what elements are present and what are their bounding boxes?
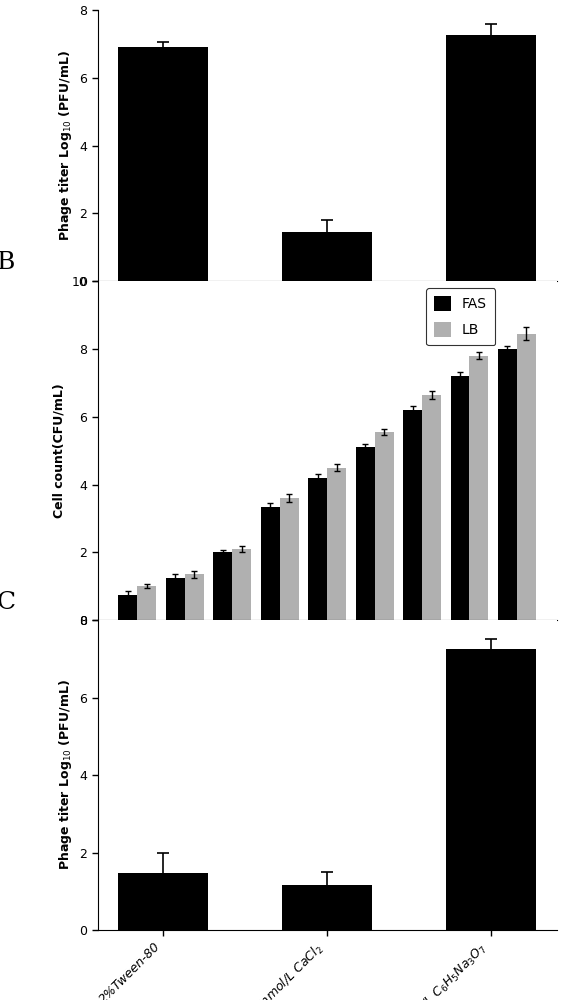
- Y-axis label: Phage titer Log$_{10}$ (PFU/mL): Phage titer Log$_{10}$ (PFU/mL): [57, 680, 73, 870]
- Bar: [327, 468, 346, 620]
- Bar: [517, 334, 536, 620]
- Legend: FAS, LB: FAS, LB: [426, 288, 495, 345]
- Bar: [498, 349, 517, 620]
- Bar: [137, 586, 156, 620]
- Bar: [261, 507, 280, 620]
- Bar: [118, 873, 208, 930]
- Text: C: C: [0, 591, 15, 614]
- Bar: [118, 595, 137, 620]
- Y-axis label: Cell count(CFU/mL): Cell count(CFU/mL): [53, 383, 66, 518]
- Bar: [282, 232, 372, 281]
- Bar: [446, 649, 536, 930]
- Bar: [185, 574, 204, 620]
- Bar: [280, 498, 298, 620]
- Bar: [118, 47, 208, 281]
- Bar: [403, 410, 422, 620]
- Bar: [451, 376, 470, 620]
- Bar: [356, 447, 375, 620]
- Bar: [282, 885, 372, 930]
- Bar: [375, 432, 394, 620]
- Text: A: A: [0, 0, 15, 5]
- X-axis label: Antiviral agents: Antiviral agents: [258, 312, 396, 327]
- Text: B: B: [0, 251, 15, 274]
- Bar: [232, 549, 251, 620]
- Y-axis label: Phage titer Log$_{10}$ (PFU/mL): Phage titer Log$_{10}$ (PFU/mL): [57, 50, 73, 241]
- Bar: [470, 356, 488, 620]
- X-axis label: Cell(CFU/mL): Cell(CFU/mL): [272, 664, 382, 679]
- Bar: [214, 552, 232, 620]
- Bar: [446, 35, 536, 281]
- Bar: [308, 478, 327, 620]
- Bar: [166, 578, 185, 620]
- Bar: [422, 395, 441, 620]
